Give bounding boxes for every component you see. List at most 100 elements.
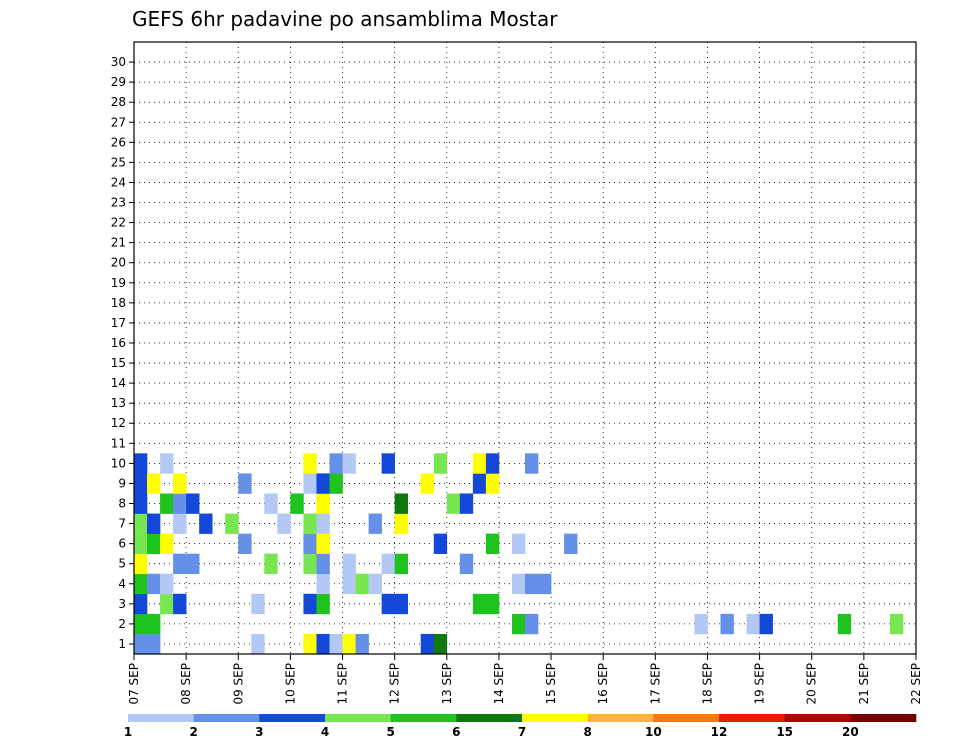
heatmap-cell <box>316 533 330 554</box>
heatmap-cell <box>485 473 500 494</box>
colorbar-swatch <box>259 714 326 722</box>
heatmap-cell <box>368 513 382 534</box>
heatmap-cell <box>134 573 148 595</box>
heatmap-cell <box>134 493 148 514</box>
heatmap-cell <box>472 453 487 474</box>
y-tick-label: 14 <box>111 376 126 390</box>
y-tick-label: 23 <box>111 196 126 210</box>
heatmap-cell <box>538 573 552 595</box>
heatmap-cell <box>238 473 252 494</box>
heatmap-cell <box>694 613 708 635</box>
grid-lines <box>134 42 916 654</box>
y-tick-label: 13 <box>111 396 126 410</box>
x-tick-label: 19 SEP <box>753 663 767 705</box>
y-tick-label: 9 <box>118 476 126 490</box>
heatmap-cell <box>446 493 461 514</box>
heatmap-cell <box>329 473 343 494</box>
heatmap-cell <box>173 513 187 534</box>
heatmap-cell <box>134 533 148 554</box>
heatmap-cell <box>485 533 500 554</box>
colorbar-swatch <box>325 714 391 722</box>
colorbar-label: 1 <box>124 725 132 739</box>
y-tick-label: 26 <box>111 135 126 149</box>
x-tick-label: 09 SEP <box>231 663 245 705</box>
x-tick-label: 20 SEP <box>805 663 819 705</box>
chart-title: GEFS 6hr padavine po ansamblima Mostar <box>132 7 558 31</box>
heatmap-cell <box>160 533 174 554</box>
x-tick-label: 17 SEP <box>648 663 662 705</box>
y-tick-label: 24 <box>111 175 126 189</box>
heatmap-cell <box>225 513 239 534</box>
y-tick-label: 15 <box>111 356 126 370</box>
heatmap-cell <box>511 533 526 554</box>
x-tick-label: 21 SEP <box>857 663 871 705</box>
x-axis: 07 SEP 08 SEP 09 SEP 10 SEP 11 SEP 12 SEP 13 S… <box>127 654 923 705</box>
heatmap-cell <box>355 573 369 595</box>
x-tick-label: 14 SEP <box>492 663 506 705</box>
colorbar-label: 5 <box>386 725 394 739</box>
heatmap-cell <box>459 493 474 514</box>
heatmap-cell <box>759 613 773 635</box>
y-tick-label: 3 <box>118 597 126 611</box>
heatmap-cell <box>420 473 435 494</box>
heatmap-cell <box>342 633 356 655</box>
y-tick-label: 8 <box>118 497 126 511</box>
heatmap-cell <box>316 513 330 534</box>
heatmap-cell <box>746 613 760 635</box>
heatmap-cell <box>290 493 304 514</box>
y-tick-label: 29 <box>111 75 126 89</box>
x-tick-label: 15 SEP <box>544 663 558 705</box>
y-tick-label: 28 <box>111 95 126 109</box>
heatmap-cell <box>303 553 317 575</box>
heatmap-cell <box>381 593 395 615</box>
y-tick-label: 20 <box>111 256 126 270</box>
heatmap-cell <box>160 573 174 595</box>
heatmap-cell <box>147 573 161 595</box>
heatmap-cell <box>147 513 161 534</box>
heatmap-cell <box>147 473 161 494</box>
colorbar-swatch <box>456 714 523 722</box>
heatmap-cell <box>186 553 200 575</box>
heatmap-cell <box>316 553 330 575</box>
heatmap-cell <box>564 533 578 554</box>
x-tick-label: 08 SEP <box>179 663 193 705</box>
heatmap-cell <box>459 553 474 575</box>
y-tick-label: 18 <box>111 296 126 310</box>
heatmap-cell <box>199 513 213 534</box>
heatmap-cell <box>160 593 174 615</box>
heatmap-cell <box>355 633 369 655</box>
x-tick-label: 07 SEP <box>127 663 141 705</box>
y-tick-label: 11 <box>111 436 126 450</box>
heatmap-cell <box>342 573 356 595</box>
colorbar-label: 3 <box>255 725 263 739</box>
colorbar-label: 12 <box>711 725 728 739</box>
heatmap-cell <box>303 533 317 554</box>
heatmap-cell <box>381 453 395 474</box>
heatmap-cell <box>511 613 526 635</box>
colorbar-swatch <box>784 714 851 722</box>
heatmap-cell <box>720 613 734 635</box>
heatmap-cell <box>394 553 408 575</box>
colorbar-swatch <box>719 714 785 722</box>
heatmap-cell <box>368 573 382 595</box>
heatmap-cell <box>381 553 395 575</box>
heatmap-cell <box>173 493 187 514</box>
colorbar-label: 2 <box>189 725 197 739</box>
heatmap-cell <box>433 633 448 655</box>
heatmap-cell <box>394 513 408 534</box>
heatmap-cell <box>186 493 200 514</box>
heatmap-cell <box>147 533 161 554</box>
y-tick-label: 1 <box>118 637 126 651</box>
heatmap-cell <box>173 473 187 494</box>
heatmap-cell <box>303 453 317 474</box>
heatmap-cell <box>837 613 852 635</box>
heatmap-cell <box>472 593 487 615</box>
heatmap-cell <box>485 593 500 615</box>
heatmap-cell <box>433 453 448 474</box>
heatmap-cell <box>433 533 448 554</box>
heatmap-cell <box>525 573 539 595</box>
y-axis: 1234567891011121314151617181920212223242… <box>111 55 134 651</box>
heatmap-cell <box>251 593 265 615</box>
y-tick-label: 22 <box>111 216 126 230</box>
heatmap-cell <box>342 553 356 575</box>
